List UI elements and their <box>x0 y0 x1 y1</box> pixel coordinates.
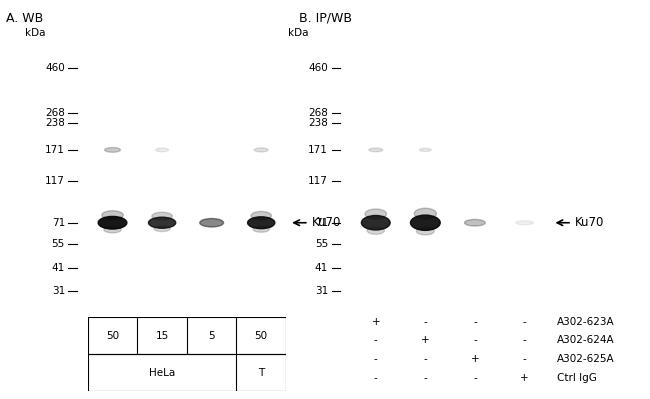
Text: 460: 460 <box>309 63 328 73</box>
Text: +: + <box>371 316 380 327</box>
Text: Ku70: Ku70 <box>312 216 341 229</box>
Text: 268: 268 <box>45 108 65 118</box>
Ellipse shape <box>155 148 168 152</box>
Text: -: - <box>374 354 378 364</box>
Ellipse shape <box>515 221 534 225</box>
Ellipse shape <box>148 217 176 228</box>
Text: -: - <box>473 336 477 346</box>
Text: -: - <box>423 373 427 383</box>
Ellipse shape <box>248 217 275 229</box>
Ellipse shape <box>369 148 383 152</box>
Text: 238: 238 <box>308 117 328 128</box>
Text: +: + <box>520 373 529 383</box>
Text: 71: 71 <box>315 218 328 228</box>
Text: kDa: kDa <box>288 28 309 38</box>
Text: -: - <box>523 354 526 364</box>
Text: 117: 117 <box>308 176 328 186</box>
Text: 5: 5 <box>209 331 215 341</box>
Text: Ku70: Ku70 <box>575 216 604 229</box>
Text: 50: 50 <box>106 331 119 341</box>
Text: 171: 171 <box>45 145 65 155</box>
Text: 117: 117 <box>45 176 65 186</box>
Text: 238: 238 <box>45 117 65 128</box>
Ellipse shape <box>417 227 434 235</box>
Text: 50: 50 <box>255 331 268 341</box>
Text: -: - <box>374 373 378 383</box>
Text: -: - <box>374 336 378 346</box>
Ellipse shape <box>465 219 486 226</box>
Text: 41: 41 <box>315 263 328 273</box>
Ellipse shape <box>365 209 387 219</box>
Text: kDa: kDa <box>25 28 46 38</box>
Text: B. IP/WB: B. IP/WB <box>299 12 352 25</box>
Text: 41: 41 <box>52 263 65 273</box>
Text: 15: 15 <box>155 331 169 341</box>
Text: 171: 171 <box>308 145 328 155</box>
Text: +: + <box>471 354 479 364</box>
Ellipse shape <box>105 148 120 152</box>
Ellipse shape <box>251 211 272 220</box>
Text: -: - <box>423 354 427 364</box>
Text: -: - <box>523 316 526 327</box>
Text: 71: 71 <box>52 218 65 228</box>
Text: 55: 55 <box>52 239 65 249</box>
Text: A302-625A: A302-625A <box>556 354 614 364</box>
Text: 268: 268 <box>308 108 328 118</box>
Ellipse shape <box>98 216 127 229</box>
Text: -: - <box>473 373 477 383</box>
Ellipse shape <box>254 148 268 152</box>
Text: 31: 31 <box>52 286 65 296</box>
Ellipse shape <box>104 227 121 233</box>
Text: +: + <box>421 336 430 346</box>
Text: Ctrl IgG: Ctrl IgG <box>556 373 597 383</box>
Ellipse shape <box>411 215 440 230</box>
Ellipse shape <box>102 211 124 219</box>
Text: -: - <box>423 316 427 327</box>
Text: A302-624A: A302-624A <box>556 336 614 346</box>
Ellipse shape <box>253 226 269 232</box>
Text: A302-623A: A302-623A <box>556 316 614 327</box>
Ellipse shape <box>152 212 172 220</box>
Text: -: - <box>523 336 526 346</box>
Ellipse shape <box>361 215 390 230</box>
Ellipse shape <box>200 219 224 227</box>
Text: 460: 460 <box>46 63 65 73</box>
Ellipse shape <box>154 226 170 231</box>
Ellipse shape <box>414 208 437 219</box>
Text: -: - <box>473 316 477 327</box>
Text: 55: 55 <box>315 239 328 249</box>
Text: A. WB: A. WB <box>6 12 44 25</box>
Text: T: T <box>258 367 265 377</box>
Ellipse shape <box>419 148 432 152</box>
Text: 31: 31 <box>315 286 328 296</box>
Ellipse shape <box>367 227 384 234</box>
Text: HeLa: HeLa <box>149 367 176 377</box>
